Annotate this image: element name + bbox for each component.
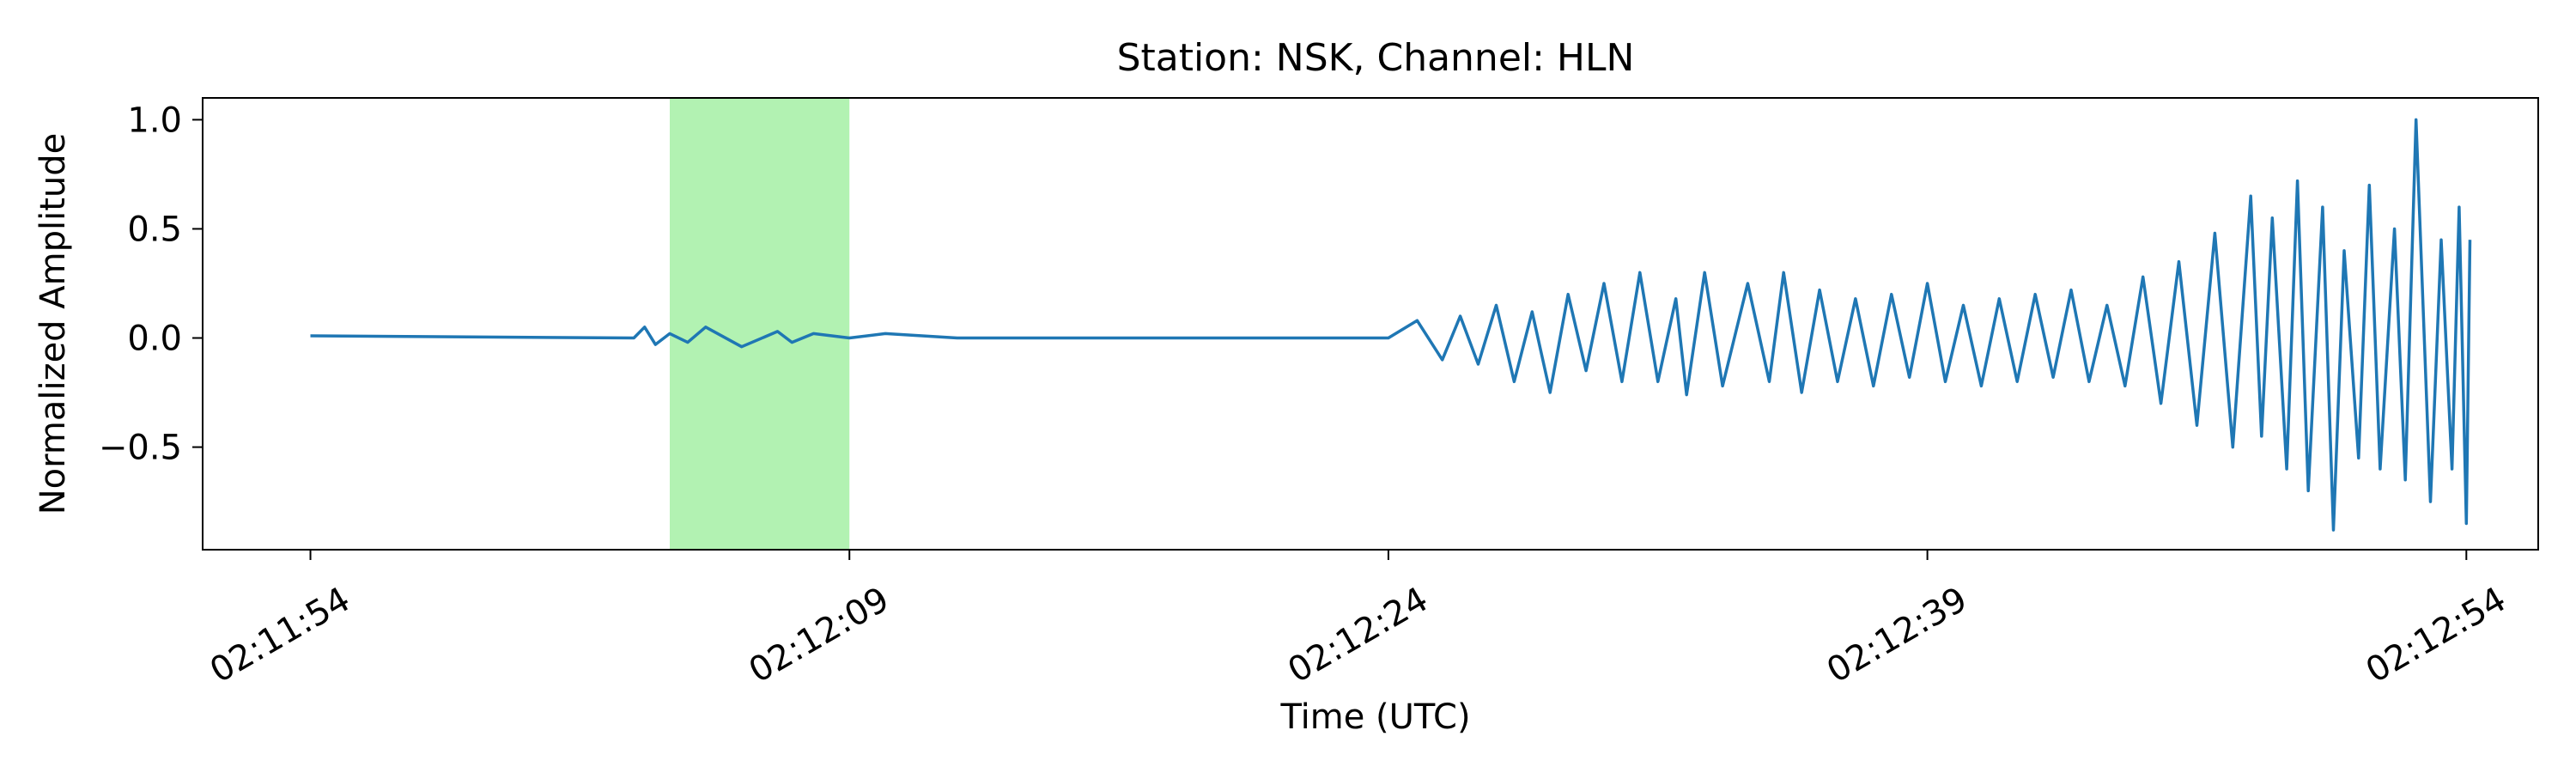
highlight-window <box>670 98 850 550</box>
waveform-layer <box>310 118 2472 532</box>
series-line-0 <box>310 118 2472 532</box>
chart-title: Station: NSK, Channel: HLN <box>1117 36 1635 80</box>
y-tick-label: 0.0 <box>127 320 182 359</box>
x-tick-label: 02:11:54 <box>204 580 357 691</box>
x-tick-label: 02:12:54 <box>2360 580 2513 691</box>
plot-background <box>203 98 2538 550</box>
y-axis-label: Normalized Amplitude <box>33 133 73 515</box>
x-tick-label: 02:12:24 <box>1281 580 1435 691</box>
y-tick-label: −0.5 <box>99 429 182 468</box>
x-axis-label: Time (UTC) <box>1279 697 1470 737</box>
x-axis: 02:11:54 02:12:09 02:12:24 02:12:39 02:12:54 <box>204 550 2512 691</box>
y-tick-label: 1.0 <box>127 100 182 140</box>
x-tick-label: 02:12:09 <box>743 580 896 691</box>
plot-frame <box>202 97 2539 551</box>
x-tick-label: 02:12:39 <box>1820 580 1974 691</box>
y-tick-label: 0.5 <box>127 210 182 249</box>
y-axis: 1.0 0.5 0.0 −0.5 <box>99 100 203 468</box>
